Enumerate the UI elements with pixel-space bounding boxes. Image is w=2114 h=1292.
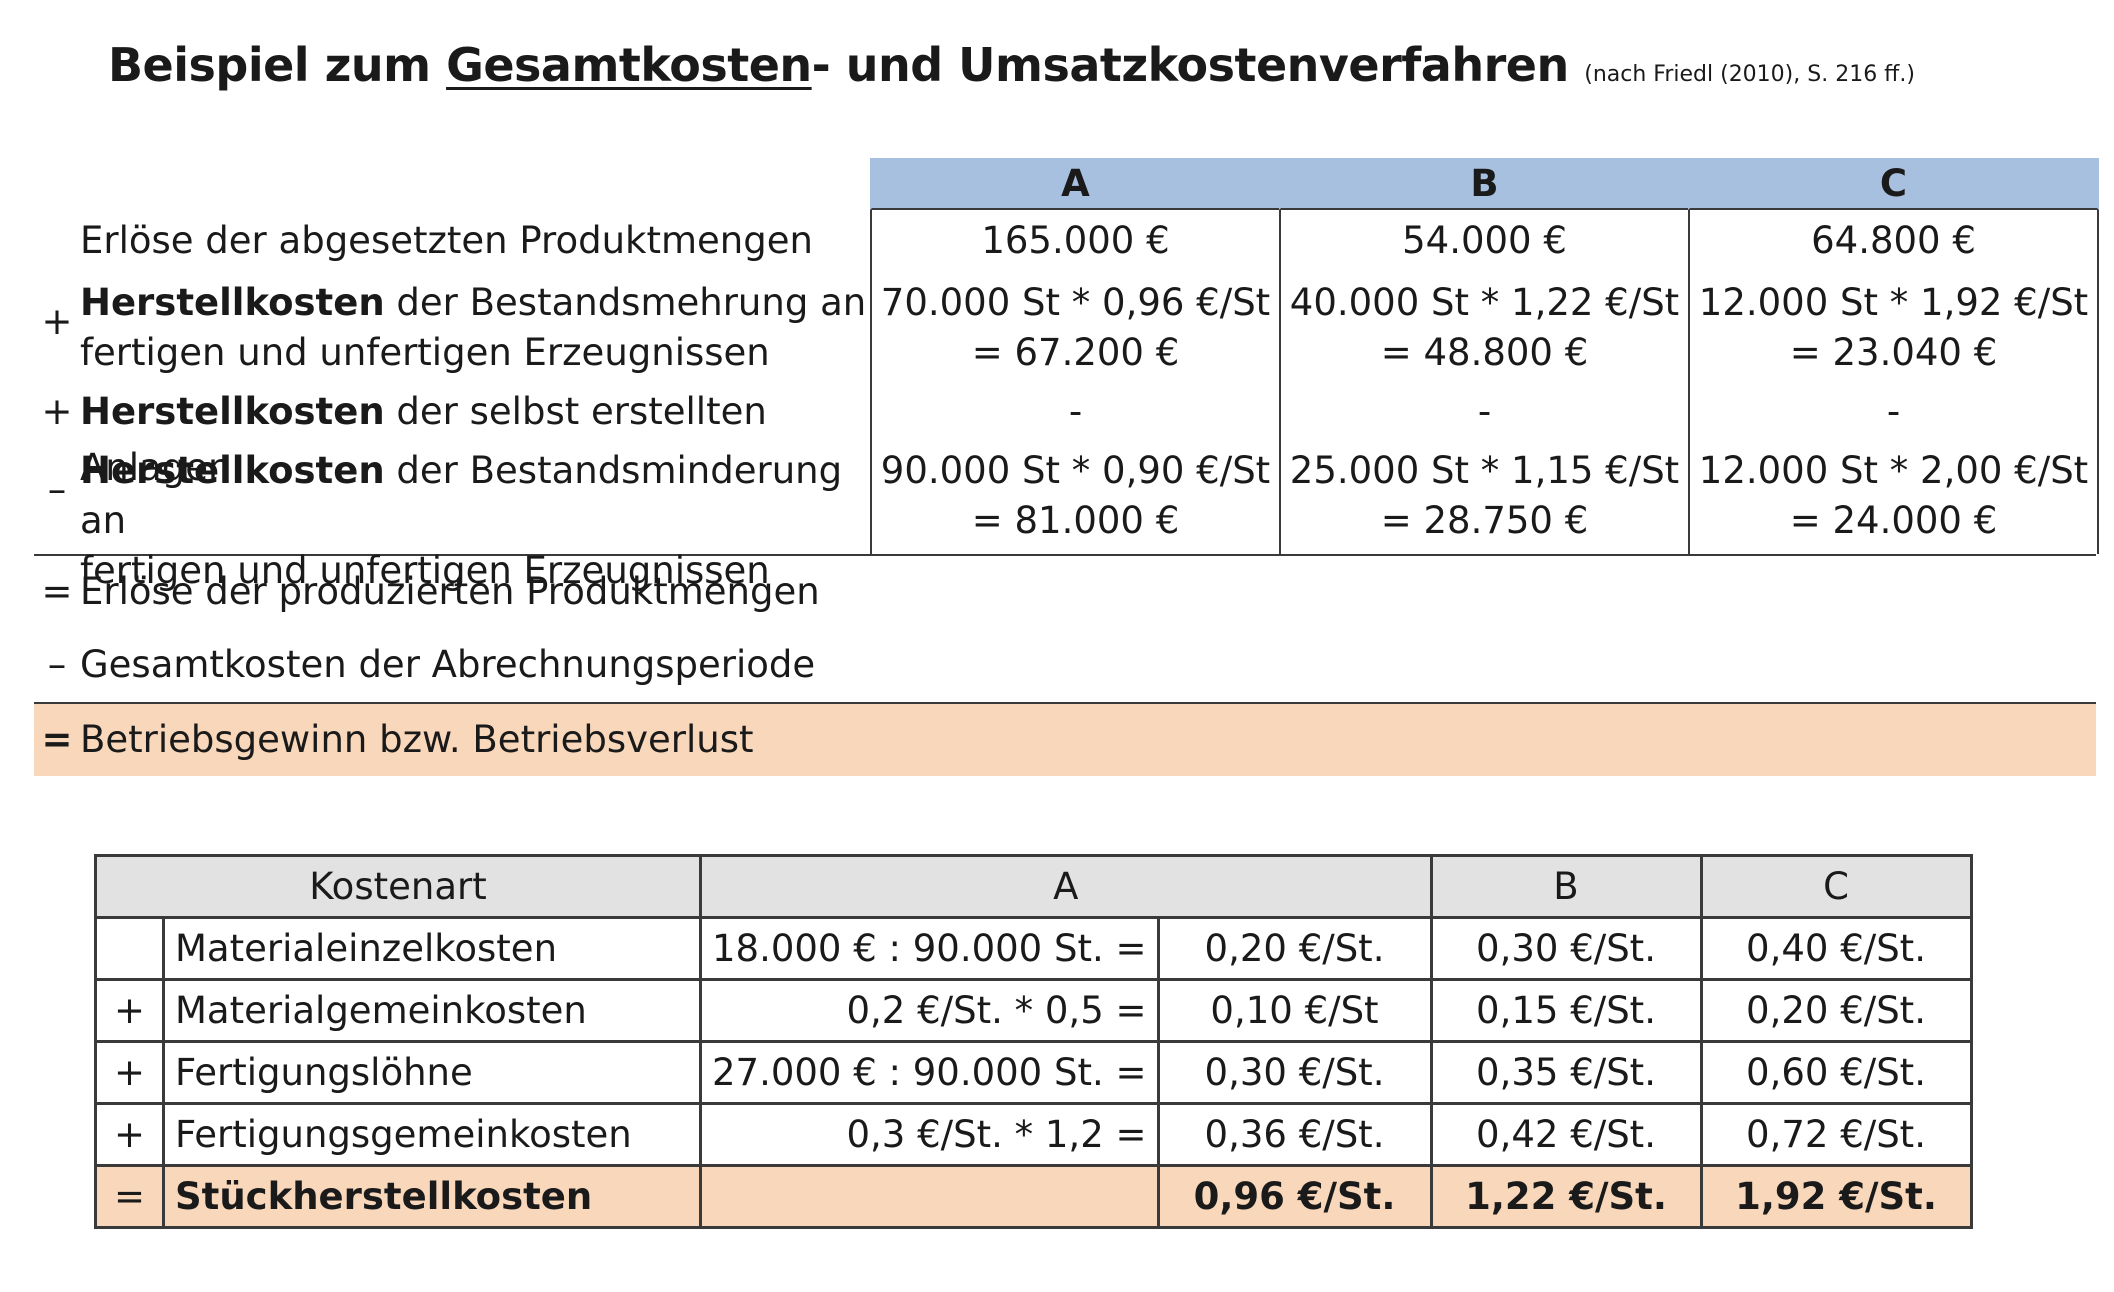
calc-row-label: Erlöse der abgesetzten Produktmengen (80, 219, 813, 262)
table-row: + Fertigungsgemeinkosten 0,3 €/St. * 1,2… (94, 1102, 1973, 1167)
cost-value-a: 0,20 €/St. (1156, 916, 1433, 981)
cost-value-b: 0,15 €/St. (1429, 978, 1703, 1043)
cost-op: + (94, 1102, 165, 1167)
calc-row-symbol: + (41, 390, 73, 433)
cost-value-a: 0,36 €/St. (1156, 1102, 1433, 1167)
calc-header-c: C (1688, 158, 2099, 210)
table-row-total: = Stückherstellkosten 0,96 €/St. 1,22 €/… (94, 1164, 1973, 1229)
calculation-table: A B C Erlöse der abgesetzten Produktmeng… (34, 158, 2099, 776)
calc-header-b: B (1279, 158, 1688, 210)
calc-header-row: A B C (34, 158, 2099, 210)
cost-calc-a: 27.000 € : 90.000 St. = (699, 1040, 1160, 1105)
calc-row-symbol: – (47, 643, 67, 686)
calc-cell-b: - (1279, 384, 1688, 440)
calc-row-label: Betriebsgewinn bzw. Betriebsverlust (80, 718, 754, 761)
cost-op: = (94, 1164, 165, 1229)
calc-cell-c: 12.000 St * 1,92 €/St = 23.040 € (1688, 272, 2099, 384)
calc-cell-a: 90.000 St * 0,90 €/St = 81.000 € (870, 440, 1279, 554)
cost-value-b: 0,42 €/St. (1429, 1102, 1703, 1167)
calc-cell-a: 70.000 St * 0,96 €/St = 67.200 € (870, 272, 1279, 384)
calc-cell-c: - (1688, 384, 2099, 440)
calc-row-bestandsmehrung: + Herstellkosten der Bestandsmehrung an f… (34, 272, 2099, 384)
title-source: (nach Friedl (2010), S. 216 ff.) (1584, 62, 1915, 87)
cost-value-b: 1,22 €/St. (1429, 1164, 1703, 1229)
cost-header-row: Kostenart A B C (94, 854, 1973, 919)
cost-value-c: 0,60 €/St. (1699, 1040, 1973, 1105)
calc-cell-c: 12.000 St * 2,00 €/St = 24.000 € (1688, 440, 2099, 554)
page-title: Beispiel zum Gesamtkosten- und Umsatzkos… (108, 38, 1915, 92)
title-post: - und Umsatzkostenverfahren (811, 38, 1570, 92)
calc-cell-b: 25.000 St * 1,15 €/St = 28.750 € (1279, 440, 1688, 554)
calc-cell-a: 165.000 € (870, 210, 1279, 272)
cost-header-kostenart: Kostenart (94, 854, 702, 919)
cost-name: Fertigungsgemeinkosten (162, 1102, 702, 1167)
title-pre: Beispiel zum (108, 38, 447, 92)
table-row: Materialeinzelkosten 18.000 € : 90.000 S… (94, 916, 1973, 981)
cost-calc-a: 0,2 €/St. * 0,5 = (699, 978, 1160, 1043)
cost-value-c: 1,92 €/St. (1699, 1164, 1973, 1229)
cost-op (94, 916, 165, 981)
calc-row-label: Herstellkosten der selbst erstellten Anl… (80, 390, 767, 489)
cost-value-b: 0,35 €/St. (1429, 1040, 1703, 1105)
cost-value-c: 0,72 €/St. (1699, 1102, 1973, 1167)
calc-cell-c: 64.800 € (1688, 210, 2099, 272)
cost-op: + (94, 1040, 165, 1105)
cost-calc-a: 0,3 €/St. * 1,2 = (699, 1102, 1160, 1167)
cost-name: Fertigungslöhne (162, 1040, 702, 1105)
cost-name: Materialgemeinkosten (162, 978, 702, 1043)
cost-header-a: A (699, 854, 1433, 919)
calc-row-label: Herstellkosten der Bestandsmehrung an fer… (80, 281, 867, 374)
cost-calc-a: 18.000 € : 90.000 St. = (699, 916, 1160, 981)
cost-value-a: 0,96 €/St. (1156, 1164, 1433, 1229)
cost-header-c: C (1699, 854, 1973, 919)
cost-header-b: B (1429, 854, 1703, 919)
cost-value-b: 0,30 €/St. (1429, 916, 1703, 981)
calc-row-label: Herstellkosten der Bestandsminderung an f… (80, 449, 843, 592)
calc-cell-b: 54.000 € (1279, 210, 1688, 272)
calc-cell-b: 40.000 St * 1,22 €/St = 48.800 € (1279, 272, 1688, 384)
calc-row-symbol: = (41, 570, 73, 613)
cost-value-a: 0,30 €/St. (1156, 1040, 1433, 1105)
cost-value-a: 0,10 €/St (1156, 978, 1433, 1043)
table-row: + Materialgemeinkosten 0,2 €/St. * 0,5 =… (94, 978, 1973, 1043)
calc-row-gesamtkosten: – Gesamtkosten der Abrechnungsperiode (34, 628, 2096, 704)
calc-row-label: Gesamtkosten der Abrechnungsperiode (80, 643, 816, 686)
calc-row-symbol: + (41, 300, 73, 343)
calc-row-erloese-produziert: = Erlöse der produzierten Produktmengen (34, 556, 2096, 628)
calc-row-erloese-abgesetzt: Erlöse der abgesetzten Produktmengen 165… (34, 210, 2099, 272)
table-row: + Fertigungslöhne 27.000 € : 90.000 St. … (94, 1040, 1973, 1105)
calc-row-symbol: = (41, 718, 73, 761)
cost-table: Kostenart A B C Materialeinzelkosten 18.… (94, 854, 1973, 1229)
calc-cell-a: - (870, 384, 1279, 440)
cost-name: Materialeinzelkosten (162, 916, 702, 981)
calc-header-a: A (870, 158, 1279, 210)
calc-row-betriebsgewinn: = Betriebsgewinn bzw. Betriebsverlust (34, 704, 2096, 776)
cost-op: + (94, 978, 165, 1043)
cost-name: Stückherstellkosten (162, 1164, 702, 1229)
title-underlined: Gesamtkosten (446, 38, 812, 92)
calc-row-anlagen: + Herstellkosten der selbst erstellten A… (34, 384, 2099, 489)
cost-calc-a (699, 1164, 1160, 1229)
cost-value-c: 0,20 €/St. (1699, 978, 1973, 1043)
calc-row-label: Erlöse der produzierten Produktmengen (80, 570, 820, 613)
calc-row-symbol (34, 210, 80, 272)
calc-row-bestandsminderung: – Herstellkosten der Bestandsminderung a… (34, 440, 2099, 592)
calc-row-symbol: – (47, 468, 67, 511)
cost-value-c: 0,40 €/St. (1699, 916, 1973, 981)
